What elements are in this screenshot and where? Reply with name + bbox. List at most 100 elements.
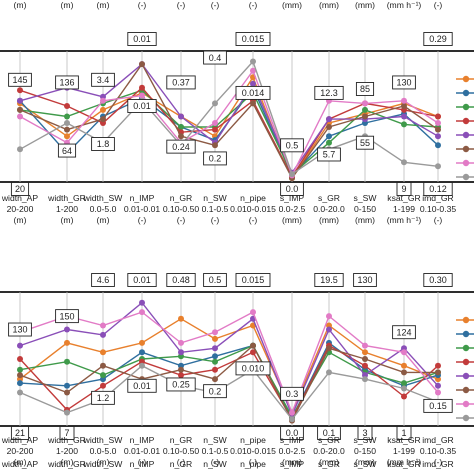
bottom-clipped-name-9: s_SW <box>354 459 378 469</box>
label-mid-7: 0.24 <box>172 142 190 152</box>
panel0-axis-range-1: 1-200 <box>56 204 78 214</box>
label-mid-3-box <box>127 378 157 393</box>
panel0-axis-name-11: imd_GR <box>422 193 454 203</box>
panel0-axis-unit-10: (mm h⁻¹) <box>387 215 422 225</box>
bottom-clipped-name-5: n_SW <box>203 459 227 469</box>
series-7-point-0 <box>17 146 23 153</box>
label-mid-0-box <box>8 72 32 87</box>
top-clipped-unit-5: (-) <box>211 0 220 10</box>
series-3-point-4 <box>178 372 184 379</box>
series-2-point-1 <box>64 113 70 120</box>
series-line-5 <box>19 62 439 180</box>
panel1-axis-unit-0: (m) <box>14 457 27 467</box>
series-5-point-1 <box>64 126 70 133</box>
series-0-point-1 <box>64 133 70 140</box>
series-6-point-9 <box>362 342 368 349</box>
series-0-point-9 <box>362 349 368 356</box>
top-clipped-unit-7: (mm) <box>282 0 302 10</box>
label-top-5: 0.5 <box>209 275 222 285</box>
panel1-axis-unit-2: (m) <box>97 457 110 467</box>
series-4-point-8 <box>326 326 332 333</box>
series-5-point-0 <box>17 372 23 379</box>
legend-marker-4 <box>462 372 470 380</box>
bottom-clipped-name-4: n_GR <box>170 459 192 469</box>
panel0-axis-range-4: 0.10-0.50 <box>163 204 200 214</box>
series-3-point-6 <box>250 349 256 356</box>
label-bottom-10-box <box>396 182 412 196</box>
panel0-axis-range-10: 1-199 <box>393 204 415 214</box>
panel1-axis-name-1: width_GR <box>47 435 86 445</box>
series-1-point-5 <box>212 353 218 360</box>
panel0-axis-range-6: 0.010-0.015 <box>230 204 276 214</box>
series-0-point-10 <box>401 362 407 369</box>
panel1-axis-unit-4: (-) <box>177 457 186 467</box>
series-1-point-0 <box>17 380 23 387</box>
series-3-point-11 <box>435 362 441 369</box>
label-mid-5-box <box>127 99 157 113</box>
panel0-axis-range-11: 0.10-0.35 <box>420 204 457 214</box>
label-mid-14-box <box>355 82 375 96</box>
label-bottom-10-box <box>396 426 412 440</box>
series-3-point-0 <box>17 356 23 362</box>
panel1-axis-range-2: 0.0-5.0 <box>90 446 117 456</box>
panel1-axis-unit-8: (mm) <box>319 457 339 467</box>
top-clipped-unit-0: (m) <box>14 0 27 10</box>
label-top-8: 19.5 <box>320 275 338 285</box>
series-1-point-11 <box>435 142 441 149</box>
series-6-point-5 <box>212 329 218 336</box>
label-top-9-box <box>353 273 377 287</box>
series-line-2 <box>19 89 439 176</box>
label-mid-4-box <box>166 377 196 392</box>
panel0-axis-name-1: width_GR <box>47 193 86 203</box>
label-mid-7: 0.3 <box>286 389 299 399</box>
series-7-point-7 <box>289 416 295 423</box>
legend-marker-0 <box>462 75 470 83</box>
label-mid-1-box <box>55 75 79 90</box>
series-6-point-5 <box>212 120 218 126</box>
legend-marker-3 <box>462 117 470 125</box>
label-bottom-8: 0.1 <box>323 428 336 438</box>
label-mid-2-box <box>91 390 115 405</box>
series-4-point-5 <box>212 345 218 352</box>
series-1-point-3 <box>139 349 145 356</box>
top-clipped-unit-10: (mm h⁻¹) <box>387 0 422 10</box>
label-mid-0: 145 <box>12 75 27 85</box>
panel0-axis-range-2: 0.0-5.0 <box>90 204 117 214</box>
label-top-11-box <box>423 32 453 46</box>
series-7-point-1 <box>64 409 70 416</box>
series-4-point-11 <box>435 382 441 389</box>
panel1-axis-unit-9: (mm) <box>355 457 375 467</box>
series-4-point-11 <box>435 133 441 140</box>
label-mid-10: 0.014 <box>242 88 265 98</box>
label-mid-3: 3.4 <box>97 75 110 85</box>
series-5-point-1 <box>64 389 70 396</box>
series-line-5 <box>19 344 438 423</box>
label-mid-4-box <box>91 137 115 151</box>
series-0-point-2 <box>100 349 106 356</box>
bottom-clipped-name-2: width_SW <box>83 459 124 469</box>
series-5-point-2 <box>100 362 106 369</box>
label-bottom-10: 1 <box>401 428 406 438</box>
label-mid-5-box <box>203 384 227 399</box>
label-top-5-box <box>203 273 227 287</box>
label-top-4-box <box>166 273 196 287</box>
panel0-axis-unit-3: (-) <box>138 215 147 225</box>
series-6-point-11 <box>435 389 441 396</box>
label-mid-1-box <box>55 309 79 324</box>
series-2-point-0 <box>17 366 23 373</box>
label-mid-9: 0.2 <box>209 154 222 164</box>
label-bottom-11: 0.12 <box>429 184 447 194</box>
series-2-point-10 <box>401 380 407 387</box>
panel1-axis-name-8: s_GR <box>318 435 340 445</box>
label-mid-5: 0.2 <box>209 386 222 396</box>
label-mid-3: 0.01 <box>133 381 151 391</box>
panel1-axis-unit-5: (-) <box>211 457 220 467</box>
panel1-axis-unit-6: (-) <box>249 457 258 467</box>
panel0-axis-unit-0: (m) <box>14 215 27 225</box>
series-7-point-7 <box>289 171 295 178</box>
label-bottom-11-box <box>423 182 453 196</box>
series-3-point-5 <box>212 126 218 133</box>
series-3-point-10 <box>401 393 407 400</box>
header-row-top-clipped: (m) (m) (m) (-) (-) (-) (-) (mm) (mm) (mm) (mm h⁻¹… <box>14 0 443 10</box>
label-mid-1: 136 <box>59 78 74 88</box>
